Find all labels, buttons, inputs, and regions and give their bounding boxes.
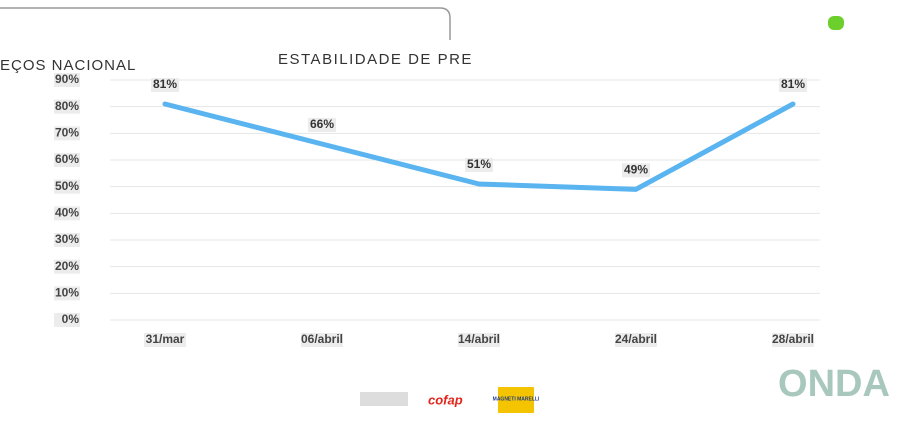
label-bg: [465, 158, 493, 172]
label-bg: [308, 118, 336, 132]
x-tick-label: 28/abril: [772, 332, 814, 346]
label-bg: [301, 333, 343, 347]
plot-area: 0% 10% 20% 30% 40% 50% 60% 70% 80% 90% 31/mar 06/ab…: [54, 72, 820, 347]
x-tick-label: 14/abril: [458, 332, 500, 346]
label-bg: [54, 126, 80, 141]
x-tick-label: 31/mar: [146, 332, 185, 346]
y-tick-label: 30%: [55, 232, 79, 246]
y-tick-label: 20%: [55, 259, 79, 273]
label-bg: [54, 153, 80, 167]
label-bg: [144, 333, 186, 347]
y-tick-label: 40%: [55, 206, 79, 220]
brand-box: [498, 387, 534, 413]
placeholder: [360, 392, 408, 406]
label-bg: [772, 333, 814, 347]
label-bg: [615, 333, 657, 347]
label-bg: [54, 179, 80, 194]
label-bg: [54, 259, 80, 274]
y-tick-label: 0%: [62, 312, 80, 326]
value-label: 49%: [624, 163, 648, 177]
label-bg: [151, 78, 179, 92]
value-label: 81%: [153, 77, 177, 91]
x-tick-label: 24/abril: [615, 332, 657, 346]
frame: [0, 7, 451, 40]
value-label: 66%: [310, 117, 334, 131]
y-tick-label: 60%: [55, 152, 79, 166]
logo: ONDA: [778, 363, 890, 405]
value-label: 51%: [467, 157, 491, 171]
label-bg: [54, 286, 80, 301]
label-bg: [54, 313, 80, 327]
label-bg: [54, 99, 80, 114]
value-label: 81%: [781, 77, 805, 91]
label-bg: [779, 78, 807, 92]
label-bg: [54, 233, 80, 247]
left-text: EÇOS NACIONAL: [0, 57, 136, 74]
data-line: [162, 101, 796, 192]
y-tick-label: 70%: [55, 126, 79, 140]
status-icon: [828, 16, 844, 30]
y-tick-label: 80%: [55, 99, 79, 113]
brand-marelli: MAGNETI MARELLI: [493, 396, 540, 402]
chart-title: ESTABILIDADE DE PRE: [278, 51, 473, 68]
label-bg: [54, 206, 80, 221]
y-tick-label: 90%: [55, 72, 79, 86]
y-tick-label: 10%: [55, 286, 79, 300]
label-bg: [622, 163, 650, 178]
label-bg: [54, 73, 80, 87]
brand-cofap: cofap: [428, 392, 463, 407]
x-tick-label: 06/abril: [301, 332, 343, 346]
label-bg: [458, 333, 500, 347]
y-tick-label: 50%: [55, 179, 79, 193]
